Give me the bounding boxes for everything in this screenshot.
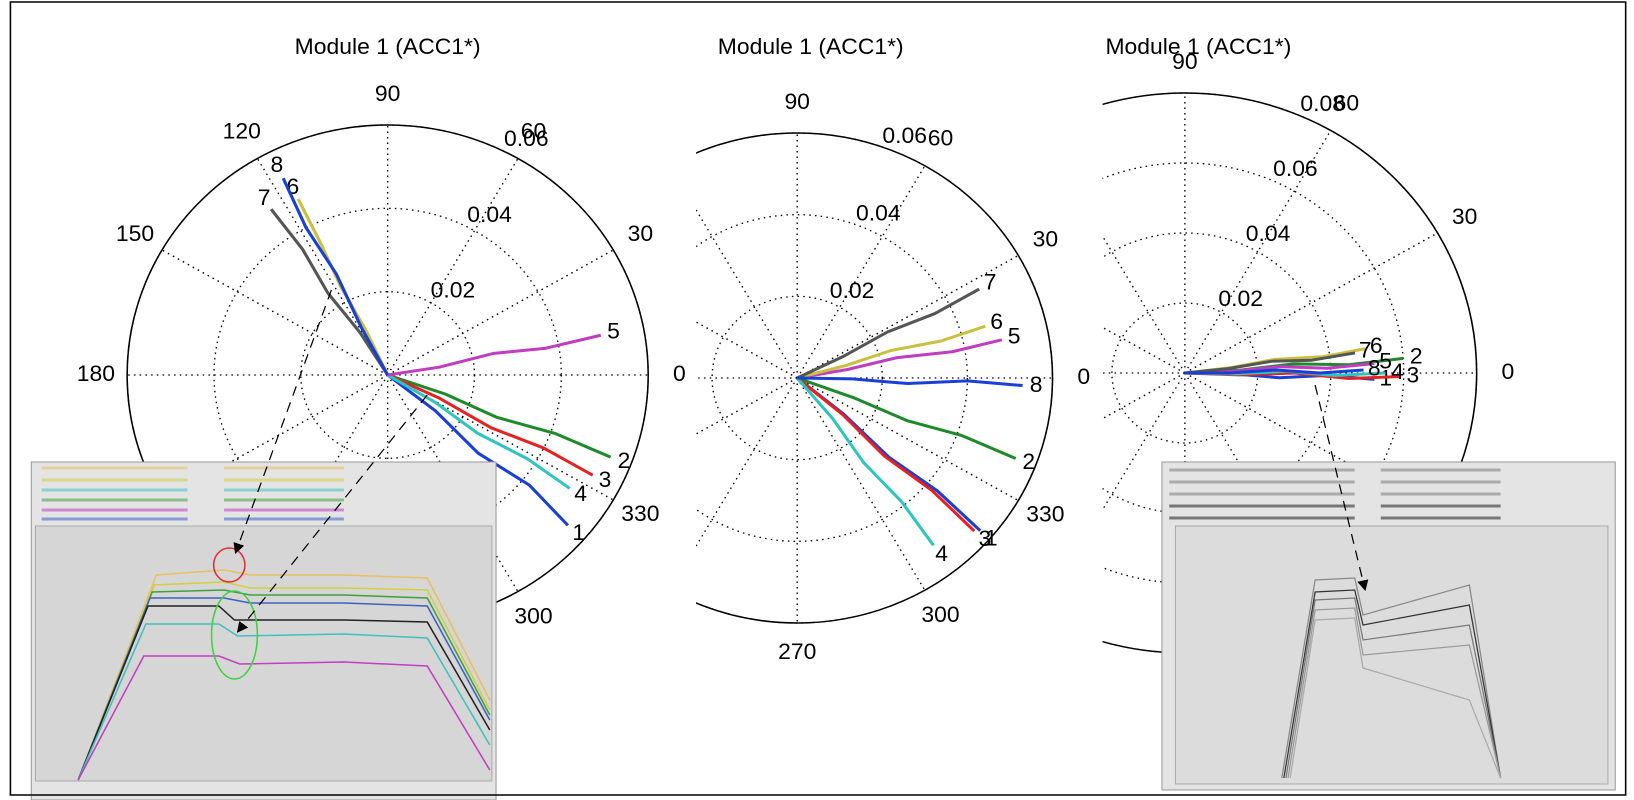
series-label: 4	[1391, 359, 1404, 383]
grid-spoke	[796, 254, 1019, 379]
figure-border	[9, 1, 1627, 796]
r-tick-label: 0.06	[504, 127, 549, 151]
series-label: 1	[572, 521, 585, 545]
theta-tick-label: 30	[1033, 227, 1058, 251]
series-label: 6	[1370, 333, 1383, 357]
series-line	[386, 373, 571, 490]
callout-arrow	[233, 289, 332, 555]
grid-spoke	[796, 165, 926, 379]
series-label: 5	[1008, 324, 1021, 348]
series-label: 6	[990, 309, 1003, 333]
theta-tick-label: 150	[116, 221, 154, 245]
series-label: 4	[574, 482, 587, 506]
r-tick-label: 0.06	[882, 123, 927, 147]
grid-spoke	[796, 377, 926, 591]
r-tick-label: 0.06	[1273, 157, 1318, 181]
callout-arrow	[1314, 384, 1369, 592]
series-label: 8	[1368, 356, 1381, 380]
series-label: 5	[1379, 349, 1392, 373]
series-line	[387, 333, 602, 377]
inset-curves	[1281, 577, 1502, 779]
grid-spoke	[696, 208, 798, 379]
series-line	[269, 208, 389, 376]
inset-curves	[77, 569, 491, 781]
series-line	[387, 373, 612, 459]
series-line	[1184, 368, 1364, 375]
series-label: 3	[979, 526, 992, 550]
r-tick-label: 0.04	[467, 202, 512, 226]
theta-tick-label: 300	[514, 604, 552, 628]
outer-circle	[696, 132, 1054, 624]
theta-tick-label: 330	[1026, 502, 1064, 526]
series-line	[1184, 351, 1356, 375]
series-label: 4	[935, 542, 948, 566]
series-label: 8	[1030, 372, 1043, 396]
callout-arrows	[233, 289, 1369, 633]
theta-tick-label: 300	[921, 602, 959, 626]
theta-tick-label: 270	[778, 639, 816, 663]
series-label: 2	[1410, 344, 1423, 368]
grid-spoke	[696, 377, 798, 548]
inset-screenshot-right	[1161, 461, 1616, 791]
theta-tick-label: 0	[673, 361, 686, 385]
series-label: 7	[1359, 338, 1372, 362]
theta-tick-label: 30	[628, 221, 653, 245]
grid-spoke	[796, 377, 1019, 502]
series-line	[796, 376, 1017, 460]
theta-tick-label: 90	[375, 81, 400, 105]
theta-tick-label: 30	[1452, 204, 1477, 228]
series-line	[386, 373, 594, 477]
theta-tick-label: 120	[223, 119, 261, 143]
highlight-ellipse	[210, 590, 259, 680]
series-label: 8	[271, 153, 284, 177]
inset-header-rows	[1169, 468, 1501, 520]
polar-plot: 03060901201501802102402703003300.020.040…	[77, 34, 686, 665]
series-line	[797, 376, 1023, 388]
r-tick-label: 0.08	[1300, 92, 1345, 116]
inset-screenshot-left	[30, 461, 497, 800]
grid-circle	[213, 207, 563, 543]
series-line	[281, 177, 390, 376]
theta-tick-label: 60	[521, 119, 546, 143]
series-label: 3	[599, 468, 612, 492]
series-label: 1	[985, 526, 998, 550]
series-label: 7	[984, 270, 997, 294]
series-line	[386, 373, 570, 527]
r-tick-label: 0.04	[856, 201, 901, 225]
chart-title: Module 1 (ACC1*)	[295, 34, 481, 58]
theta-tick-label: 0	[1502, 359, 1515, 383]
theta-tick-label: 60	[928, 126, 953, 150]
polar-plot: 03060901201501802102402703003300.020.040…	[696, 34, 1090, 664]
theta-tick-label: 0	[1077, 364, 1090, 388]
theta-tick-label: 180	[77, 361, 115, 385]
series-line	[796, 287, 980, 380]
series-line	[796, 376, 976, 533]
inset-plot-area	[34, 525, 493, 782]
r-tick-label: 0.04	[1246, 221, 1291, 245]
r-tick-label: 0.02	[431, 278, 476, 302]
r-tick-label: 0.02	[830, 279, 875, 303]
series-label: 5	[607, 319, 620, 343]
series-label: 3	[1407, 363, 1420, 387]
inset-header-rows	[41, 466, 344, 521]
highlight-ellipse	[212, 547, 246, 583]
inset-plot-area	[1174, 525, 1609, 785]
theta-tick-label: 90	[1172, 49, 1197, 73]
series-label: 2	[1022, 450, 1035, 474]
theta-tick-label: 60	[1334, 91, 1359, 115]
series-line	[796, 338, 1003, 380]
chart-title: Module 1 (ACC1*)	[1105, 34, 1291, 58]
series-label: 7	[258, 185, 271, 209]
series-line	[796, 324, 986, 380]
grid-circle	[711, 295, 883, 461]
series-label: 2	[618, 448, 631, 472]
series-line	[796, 377, 935, 547]
theta-tick-label: 330	[621, 501, 659, 525]
theta-tick-label: 90	[784, 89, 809, 113]
chart-title: Module 1 (ACC1*)	[718, 34, 904, 58]
r-tick-label: 0.02	[1218, 286, 1263, 310]
